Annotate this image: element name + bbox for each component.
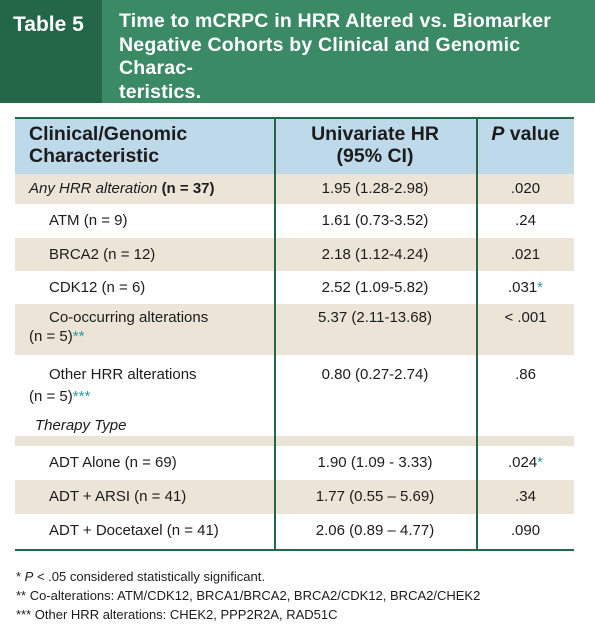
row-p-value: .021	[510, 246, 541, 263]
row-label: ADT + ARSI (n = 41)	[49, 488, 187, 505]
row-hr: 0.80 (0.27-2.74)	[321, 366, 429, 383]
column-header-p-value: P value	[491, 123, 560, 145]
row-label-continued: (n = 5)***	[29, 388, 91, 405]
row-label: ADT + Docetaxel (n = 41)	[49, 522, 219, 539]
table-title: Time to mCRPC in HRR Altered vs. Biomark…	[119, 10, 585, 104]
column-header-hr: Univariate HR (95% CI)	[311, 123, 439, 167]
table-header-banner: Table 5 Time to mCRPC in HRR Altered vs.…	[0, 0, 595, 103]
row-label: Co-occurring alterations	[49, 309, 209, 326]
footnote-significance: * P < .05 considered statistically signi…	[16, 569, 265, 584]
table-row: Co-occurring alterations (n = 5)** 5.37 …	[15, 304, 574, 355]
table-row: ATM (n = 9) 1.61 (0.73-3.52) .24	[15, 204, 574, 238]
row-hr: 2.18 (1.12-4.24)	[321, 246, 429, 263]
table-row: Other HRR alterations (n = 5)*** 0.80 (0…	[15, 355, 574, 412]
row-label: ADT Alone (n = 69)	[49, 454, 177, 471]
table-title-line: Time to mCRPC in HRR Altered vs. Biomark…	[119, 10, 552, 32]
row-label: CDK12 (n = 6)	[49, 279, 146, 296]
row-p-value: .020	[510, 180, 541, 197]
row-p-value: .24	[515, 212, 536, 229]
row-hr: 1.77 (0.55 – 5.69)	[315, 488, 435, 505]
row-hr: 2.06 (0.89 – 4.77)	[315, 522, 435, 539]
column-divider	[274, 117, 276, 551]
spacer-row	[15, 436, 574, 446]
row-hr: 1.95 (1.28-2.98)	[321, 180, 429, 197]
data-table: Any HRR alteration (n = 37) 1.95 (1.28-2…	[15, 117, 574, 551]
row-p-value: .090	[510, 522, 541, 539]
table-row: Any HRR alteration (n = 37) 1.95 (1.28-2…	[15, 174, 574, 204]
table-row: ADT Alone (n = 69) 1.90 (1.09 - 3.33) .0…	[15, 446, 574, 480]
table-row: CDK12 (n = 6) 2.52 (1.09-5.82) .031*	[15, 271, 574, 304]
column-header-row	[15, 119, 574, 174]
table-top-rule	[15, 117, 574, 119]
row-label-continued: (n = 5)**	[29, 328, 85, 345]
row-hr: 2.52 (1.09-5.82)	[321, 279, 429, 296]
row-p-value: .024*	[507, 454, 544, 471]
footnote-other-hrr: *** Other HRR alterations: CHEK2, PPP2R2…	[16, 607, 338, 622]
significance-marker: *	[537, 279, 544, 296]
row-p-value: < .001	[504, 309, 547, 326]
row-p-value: .86	[515, 366, 536, 383]
row-hr: 1.90 (1.09 - 3.33)	[317, 454, 433, 471]
row-p-value: .031*	[507, 279, 544, 296]
column-header-characteristic: Clinical/Genomic Characteristic	[29, 123, 188, 167]
table-title-line: Negative Cohorts by Clinical and Genomic…	[119, 33, 521, 80]
row-label: Any HRR alteration (n = 37)	[29, 180, 215, 197]
table-row: ADT + Docetaxel (n = 41) 2.06 (0.89 – 4.…	[15, 514, 574, 549]
table-title-line: teristics.	[119, 80, 202, 103]
table-row: ADT + ARSI (n = 41) 1.77 (0.55 – 5.69) .…	[15, 480, 574, 514]
section-row: Therapy Type	[15, 412, 574, 436]
footnotes: * P < .05 considered statistically signi…	[16, 567, 586, 624]
section-label: Therapy Type	[35, 417, 127, 434]
row-hr: 5.37 (2.11-13.68)	[318, 309, 432, 326]
table-bottom-rule	[15, 549, 574, 551]
row-label: ATM (n = 9)	[49, 212, 128, 229]
row-label: Other HRR alterations	[49, 366, 197, 383]
row-hr: 1.61 (0.73-3.52)	[321, 212, 429, 229]
significance-marker: *	[537, 454, 544, 471]
table-number-label: Table 5	[0, 0, 102, 103]
footnote-coalterations: ** Co-alterations: ATM/CDK12, BRCA1/BRCA…	[16, 588, 481, 603]
footnote-marker: **	[72, 328, 85, 345]
column-divider	[476, 117, 478, 551]
table-row: BRCA2 (n = 12) 2.18 (1.12-4.24) .021	[15, 238, 574, 271]
footnote-marker: ***	[72, 388, 91, 405]
row-label: BRCA2 (n = 12)	[49, 246, 156, 263]
row-p-value: .34	[515, 488, 536, 505]
